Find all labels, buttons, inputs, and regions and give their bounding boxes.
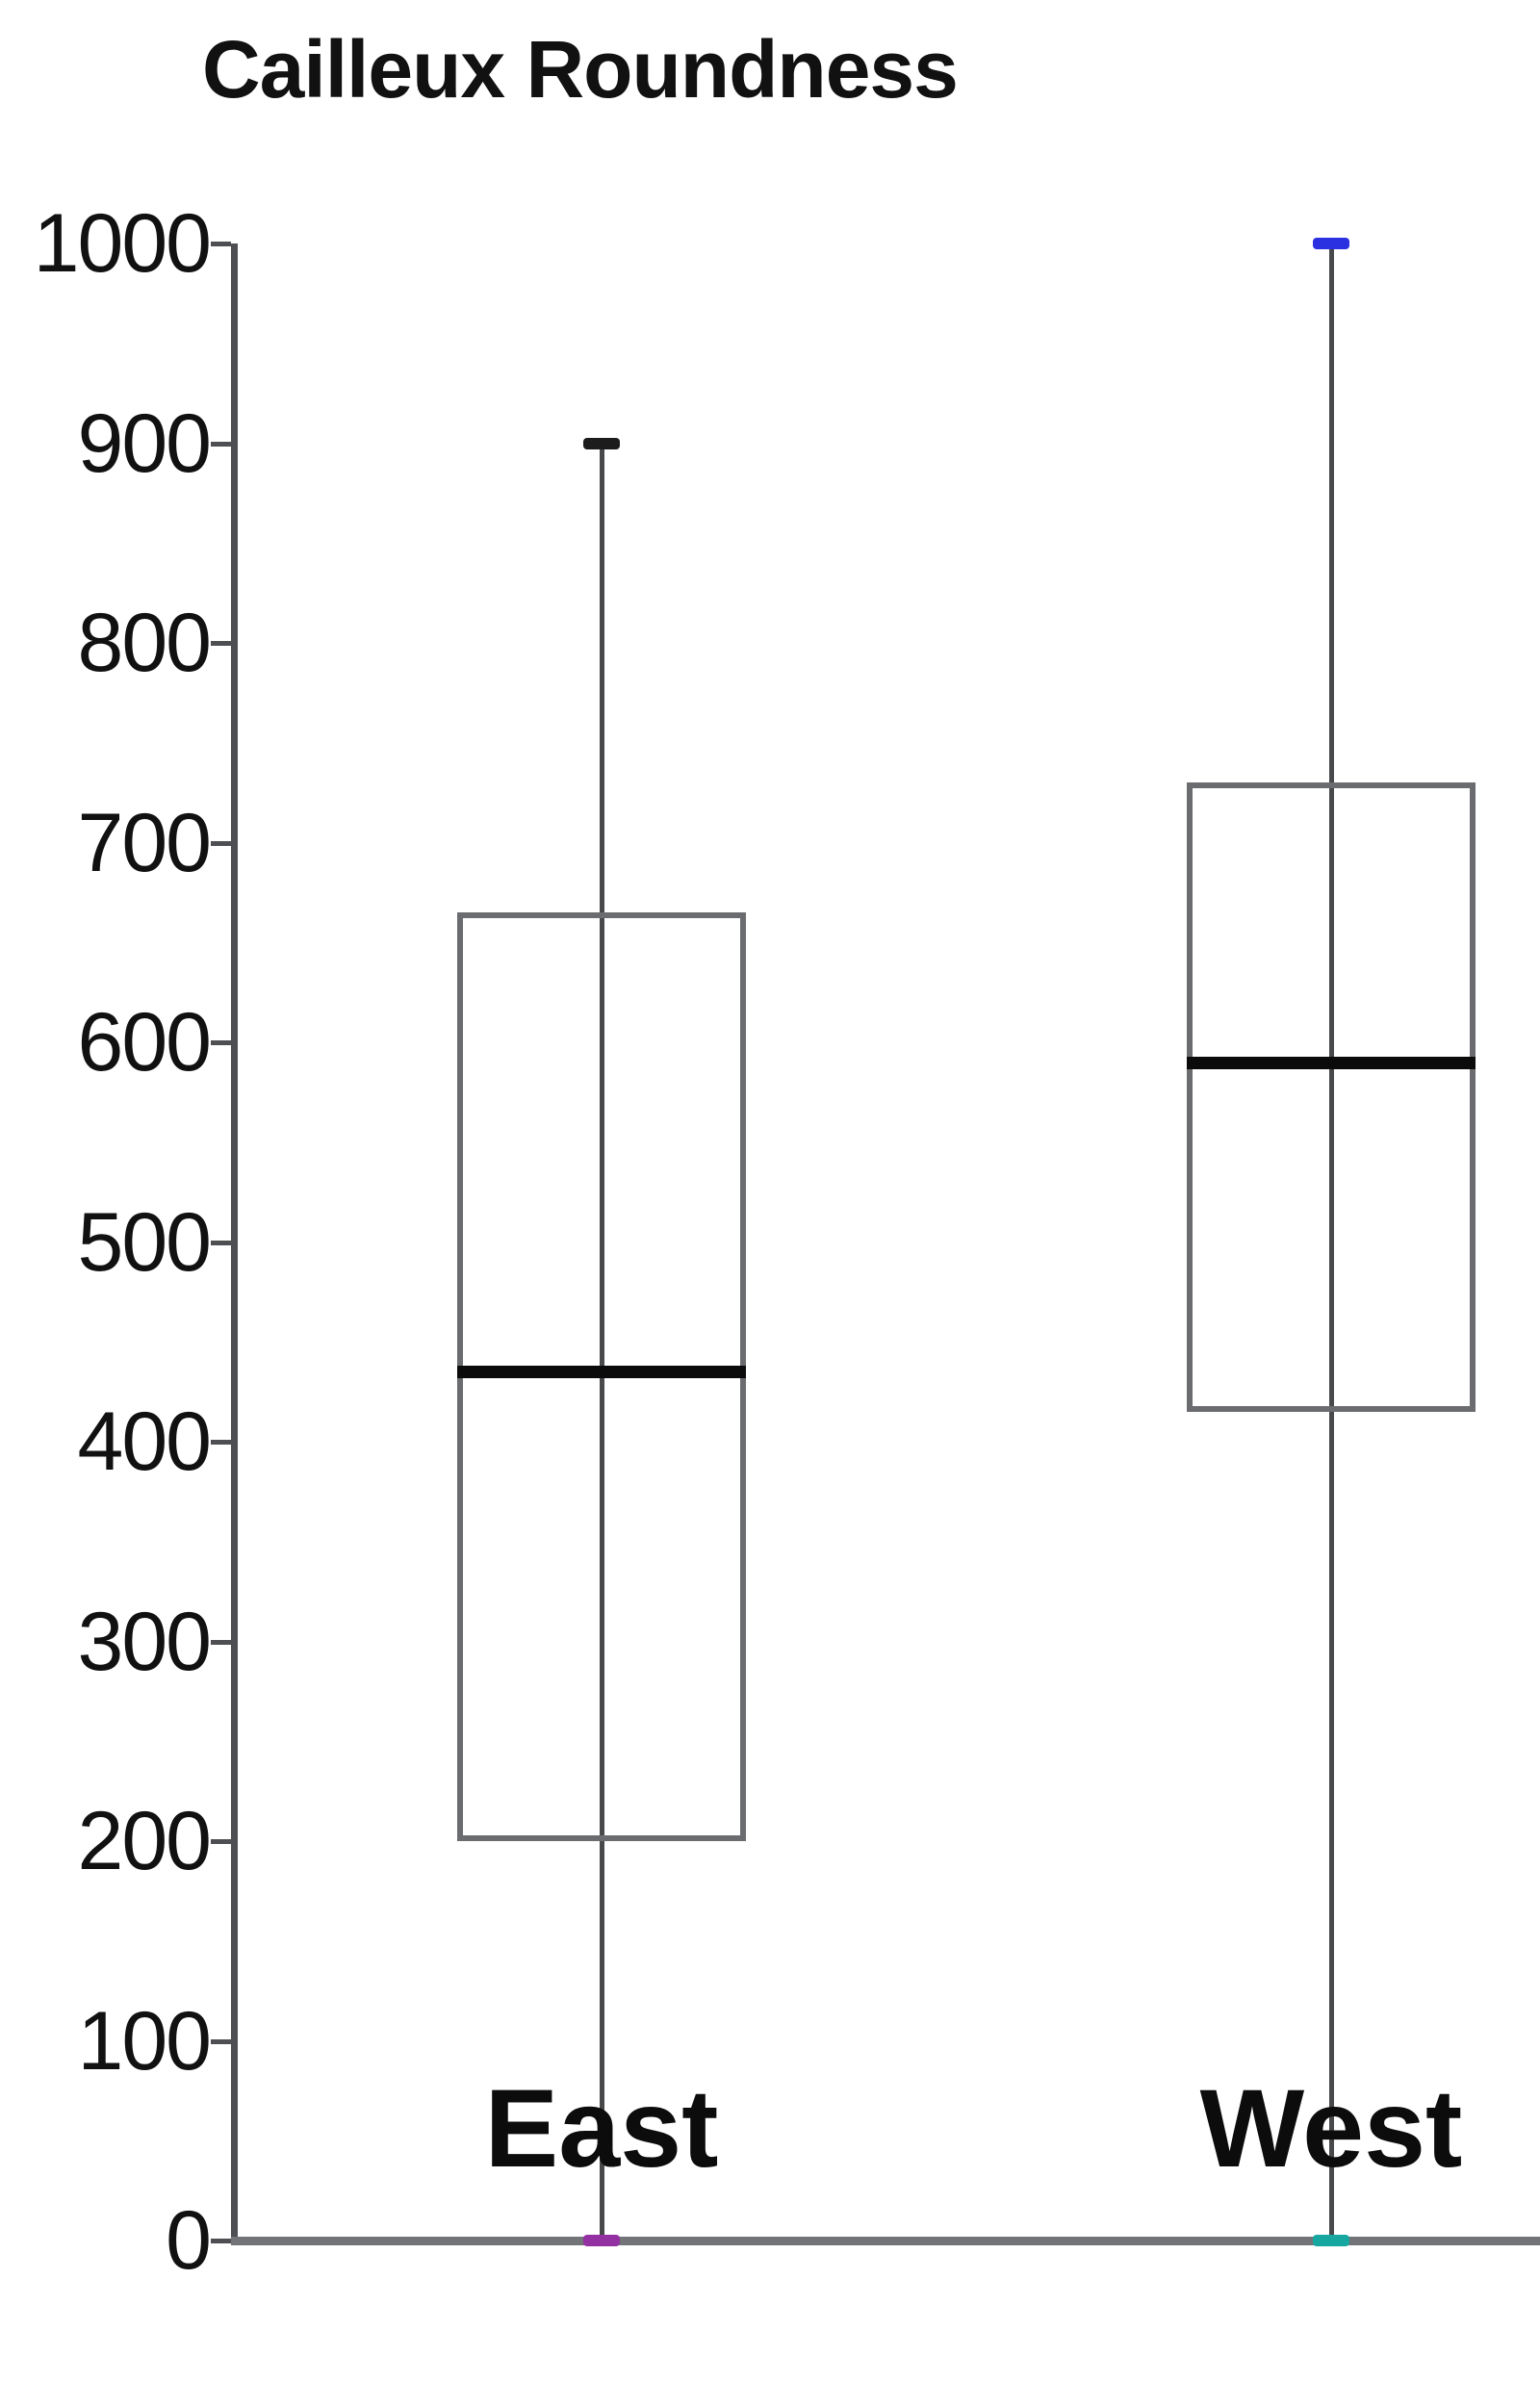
y-axis-tick bbox=[211, 1240, 231, 1245]
y-axis-tick bbox=[211, 2038, 231, 2044]
y-axis-tick-label: 100 bbox=[77, 1994, 213, 2087]
y-axis-tick-label: 1000 bbox=[33, 197, 212, 290]
y-axis-line bbox=[231, 243, 238, 2241]
whisker-cap-max bbox=[1313, 238, 1349, 249]
y-axis-tick-label: 200 bbox=[77, 1795, 213, 1887]
whisker-cap-max bbox=[583, 437, 620, 449]
y-axis-tick bbox=[211, 1440, 231, 1445]
y-axis-tick bbox=[211, 1839, 231, 1844]
y-axis-tick bbox=[211, 441, 231, 447]
chart-title: Cailleux Roundness bbox=[202, 24, 959, 115]
x-axis-category-label: East bbox=[484, 2067, 719, 2190]
y-axis-tick bbox=[211, 2239, 231, 2243]
whisker-cap-min bbox=[1313, 2235, 1349, 2246]
y-axis-tick-label: 600 bbox=[77, 996, 213, 1089]
median-line bbox=[1187, 1056, 1476, 1069]
y-axis-tick-label: 300 bbox=[77, 1595, 213, 1688]
whisker-cap-min bbox=[583, 2235, 620, 2246]
y-axis-tick-label: 400 bbox=[77, 1396, 213, 1488]
box-iqr bbox=[1187, 782, 1476, 1412]
y-axis-tick-label: 0 bbox=[166, 2194, 212, 2287]
y-axis-tick bbox=[211, 641, 231, 646]
y-axis-tick-label: 900 bbox=[77, 397, 213, 490]
x-axis-category-label: West bbox=[1199, 2067, 1463, 2190]
y-axis-tick-label: 500 bbox=[77, 1195, 213, 1289]
y-axis-tick bbox=[211, 1040, 231, 1045]
y-axis-tick-label: 700 bbox=[77, 796, 213, 889]
y-axis-tick-label: 800 bbox=[77, 597, 213, 689]
y-axis-tick bbox=[211, 1639, 231, 1645]
x-axis-line bbox=[231, 2237, 1540, 2245]
y-axis-tick bbox=[211, 242, 231, 246]
y-axis-tick bbox=[211, 840, 231, 846]
whisker-line bbox=[600, 443, 604, 2241]
whisker-line bbox=[1329, 243, 1334, 2241]
median-line bbox=[457, 1366, 746, 1379]
